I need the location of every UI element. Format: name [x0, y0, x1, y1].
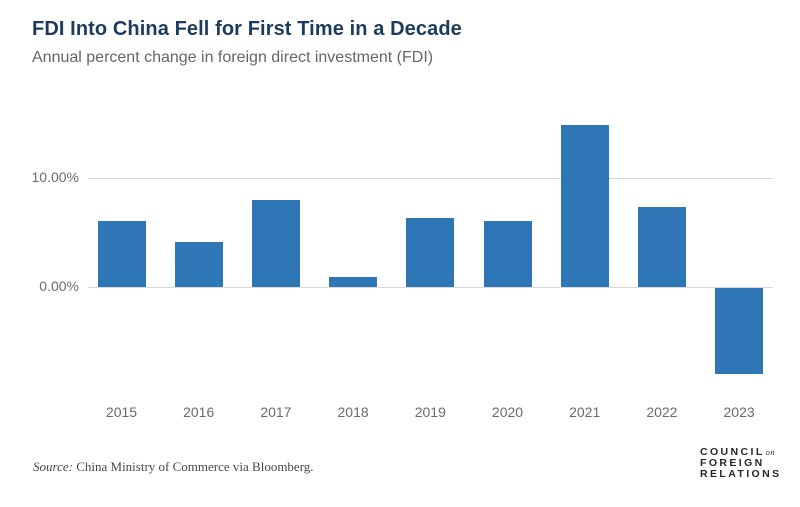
bar-2021: [560, 124, 609, 287]
y-tick-label-10: 10.00%: [31, 169, 79, 185]
bar-2020: [483, 220, 532, 287]
x-tick-label-2017: 2017: [260, 404, 292, 420]
source-text: China Ministry of Commerce via Bloomberg…: [72, 459, 314, 474]
source-note: Source: China Ministry of Commerce via B…: [33, 459, 314, 475]
bar-2017: [251, 199, 300, 287]
cfr-logo-line1: COUNCILon: [700, 447, 782, 458]
x-tick-label-2018: 2018: [337, 404, 369, 420]
chart-subtitle: Annual percent change in foreign direct …: [32, 49, 434, 66]
x-tick-label-2021: 2021: [569, 404, 601, 420]
bar-2022: [637, 207, 686, 287]
cfr-logo: COUNCILon FOREIGN RELATIONS: [700, 447, 782, 480]
source-label: Source:: [33, 459, 73, 474]
bar-2018: [329, 277, 378, 287]
bar-2023: [715, 288, 764, 375]
cfr-logo-council: COUNCIL: [700, 446, 765, 458]
x-tick-label-2022: 2022: [646, 404, 678, 420]
x-tick-label-2016: 2016: [183, 404, 215, 420]
bar-2016: [174, 242, 223, 287]
x-tick-label-2023: 2023: [723, 404, 755, 420]
x-tick-label-2020: 2020: [491, 404, 524, 420]
bar-2019: [406, 218, 455, 287]
chart-title: FDI Into China Fell for First Time in a …: [32, 18, 462, 40]
cfr-logo-on: on: [765, 447, 776, 457]
cfr-logo-line3: RELATIONS: [700, 468, 782, 480]
x-tick-label-2019: 2019: [414, 404, 446, 420]
y-tick-label-0: 0.00%: [39, 278, 79, 294]
bar-2015: [97, 220, 146, 287]
gridline-10: [88, 178, 773, 179]
x-tick-label-2015: 2015: [105, 404, 138, 420]
cfr-logo-line2: FOREIGN: [700, 457, 765, 469]
gridline-0: [88, 287, 773, 288]
